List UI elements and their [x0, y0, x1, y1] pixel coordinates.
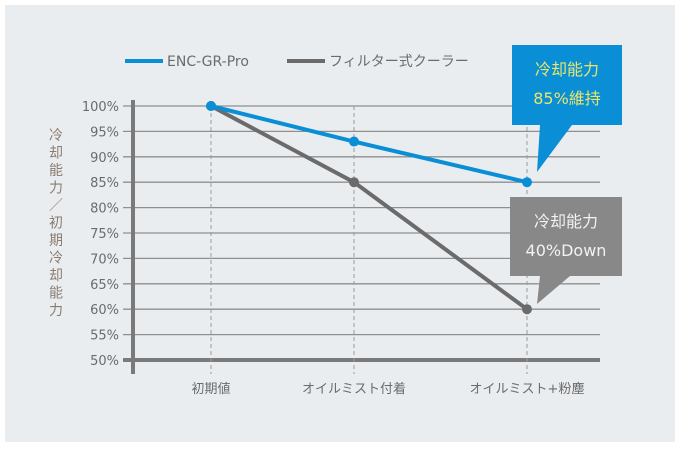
callout-pointer: [537, 276, 570, 304]
callout-text: 40%Down: [526, 241, 607, 260]
y-tick-label: 85%: [90, 176, 119, 191]
data-point: [349, 177, 359, 188]
data-point: [522, 177, 532, 188]
y-tick-label: 95%: [90, 125, 119, 140]
y-tick-label: 90%: [90, 151, 119, 166]
y-tick-label: 70%: [90, 252, 119, 267]
callout-box: [512, 45, 622, 125]
callout-text: 冷却能力: [535, 60, 599, 79]
data-point: [349, 136, 359, 147]
callout-text: 冷却能力: [534, 212, 598, 231]
legend-label: フィルター式クーラー: [329, 54, 469, 70]
x-tick-label: 初期値: [191, 381, 230, 397]
callout-text: 85%維持: [533, 89, 601, 108]
legend-label: ENC-GR-Pro: [167, 54, 249, 70]
data-point: [206, 101, 216, 111]
x-tick-label: オイルミスト付着: [302, 381, 406, 397]
callout-box: [510, 197, 622, 276]
y-tick-label: 80%: [90, 202, 119, 217]
y-tick-label: 50%: [90, 354, 119, 369]
callout-pointer: [537, 125, 572, 172]
y-tick-label: 55%: [90, 329, 119, 344]
y-tick-label: 100%: [82, 100, 119, 115]
data-point: [522, 304, 532, 315]
y-tick-label: 75%: [90, 227, 119, 242]
x-tick-label: オイルミスト+粉塵: [470, 382, 585, 397]
y-tick-label: 60%: [90, 303, 119, 318]
y-tick-label: 65%: [90, 278, 119, 293]
y-axis-label: 冷却能力／初期冷却能力: [49, 128, 63, 319]
